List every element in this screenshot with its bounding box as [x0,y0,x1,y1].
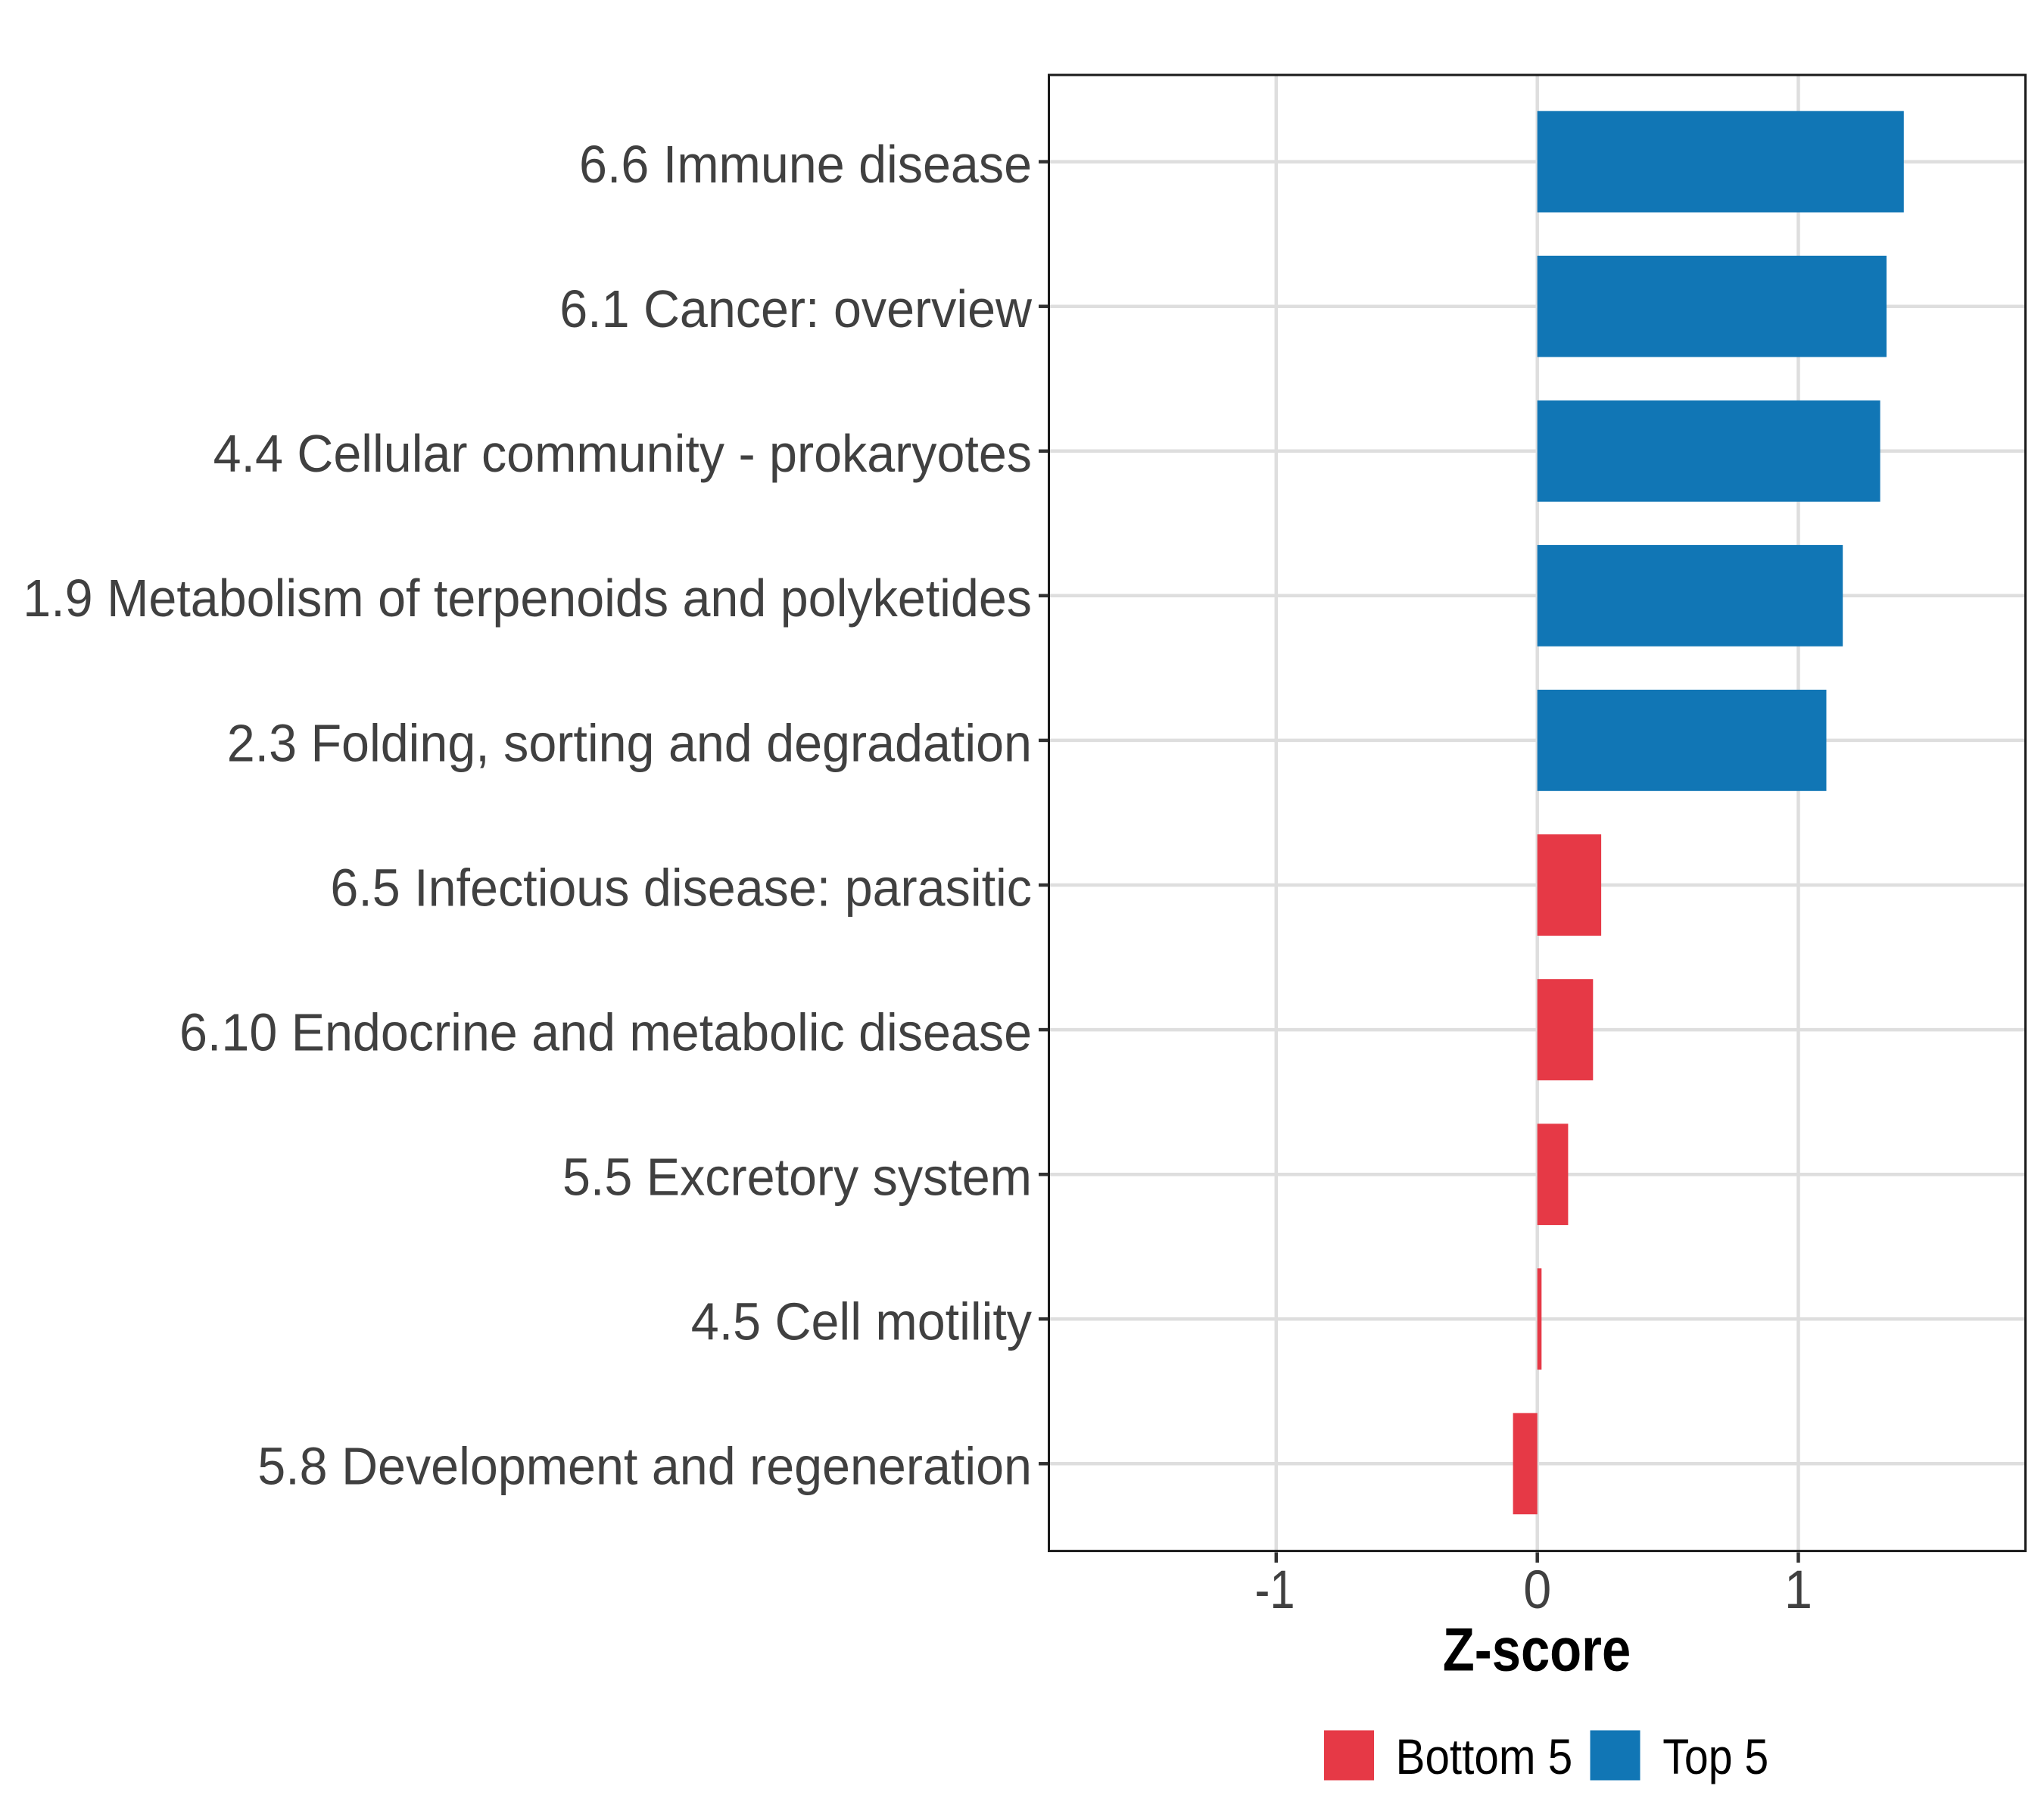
svg-text:1: 1 [1784,1560,1812,1620]
svg-text:4.5 Cell motility: 4.5 Cell motility [691,1292,1032,1351]
svg-text:5.5 Excretory system: 5.5 Excretory system [562,1148,1032,1207]
svg-text:-1: -1 [1255,1560,1295,1620]
svg-text:0: 0 [1523,1560,1551,1620]
svg-text:Top 5: Top 5 [1662,1728,1768,1784]
svg-text:6.1 Cancer: overview: 6.1 Cancer: overview [559,279,1032,338]
svg-text:4.4 Cellular community - proka: 4.4 Cellular community - prokaryotes [213,424,1032,483]
svg-text:6.5 Infectious disease: parasi: 6.5 Infectious disease: parasitic [330,858,1032,917]
svg-text:5.8 Development and regenerati: 5.8 Development and regeneration [257,1437,1032,1496]
svg-text:6.6 Immune disease: 6.6 Immune disease [579,135,1032,194]
svg-text:1.9 Metabolism of terpenoids a: 1.9 Metabolism of terpenoids and polyket… [23,569,1032,628]
svg-text:Z-score: Z-score [1443,1616,1631,1685]
svg-text:6.10 Endocrine and metabolic d: 6.10 Endocrine and metabolic disease [179,1003,1032,1062]
svg-text:Bottom 5: Bottom 5 [1396,1728,1573,1784]
svg-text:2.3 Folding, sorting and degra: 2.3 Folding, sorting and degradation [227,713,1032,772]
